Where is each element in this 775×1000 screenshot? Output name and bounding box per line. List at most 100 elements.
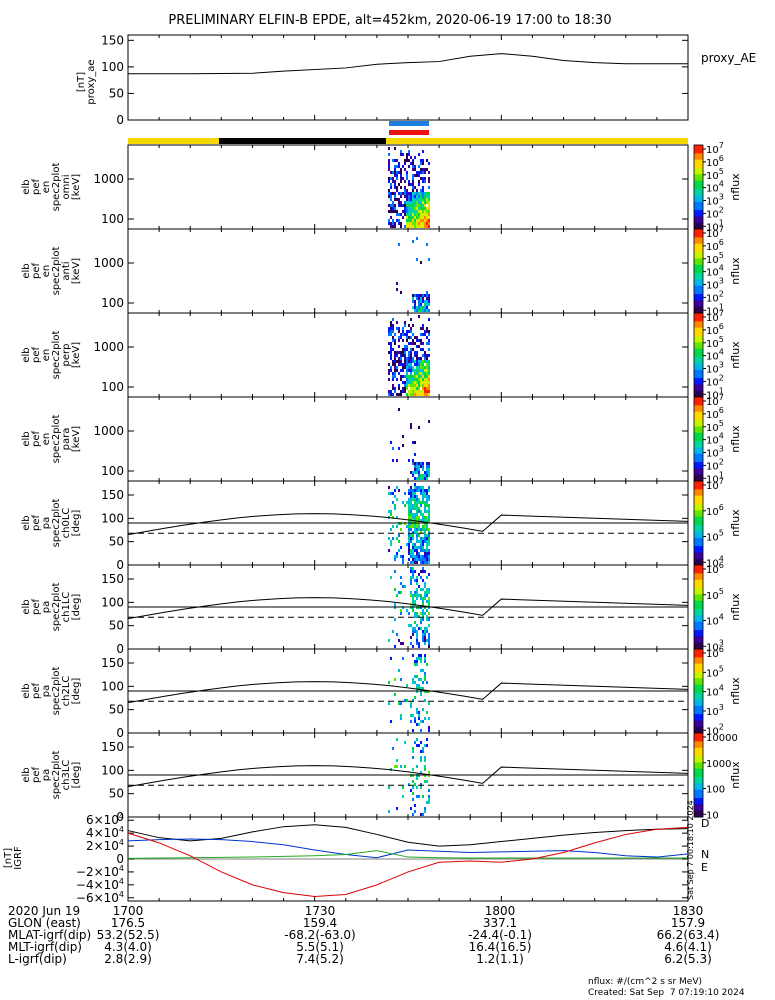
igrf-ylabel-line: IGRF xyxy=(13,846,24,870)
spec-panel-3-cell xyxy=(388,369,390,372)
spec-panel-2-cell xyxy=(412,294,414,297)
spec-panel-7-cell xyxy=(420,669,422,672)
spec-panel-3-cell xyxy=(424,369,426,372)
spec-panel-1-cell xyxy=(428,225,430,228)
spec-panel-6-cell xyxy=(424,630,426,633)
spec-panel-4-cbar-cell xyxy=(694,415,703,419)
spec-panel-6-cell xyxy=(422,567,424,570)
spec-panel-4-cell xyxy=(398,447,400,450)
spec-panel-3-cell xyxy=(392,375,394,378)
spec-panel-4-cell xyxy=(414,471,416,474)
spec-panel-4-cell xyxy=(422,462,424,465)
spec-panel-3-cell xyxy=(394,366,396,369)
spec-panel-1-cell xyxy=(422,198,424,201)
spec-panel-3-cbar-cell xyxy=(694,390,703,394)
spec-panel-2-ylabel-line: pef xyxy=(31,263,42,280)
spec-panel-6-cell xyxy=(426,591,428,594)
spec-panel-1-cell xyxy=(398,222,400,225)
spec-panel-3-cell xyxy=(418,381,420,384)
spec-panel-8-cbar-cell xyxy=(694,777,703,780)
spec-panel-1-cell xyxy=(422,186,424,189)
spec-panel-1-cell xyxy=(412,159,414,162)
spec-panel-8-cell xyxy=(404,741,406,744)
spec-panel-4-cell xyxy=(424,474,426,477)
spec-panel-3-cell xyxy=(408,381,410,384)
spec-panel-2-cell xyxy=(428,258,430,261)
spec-panel-2-cell xyxy=(416,237,418,240)
spec-panel-3-cell xyxy=(422,333,424,336)
spec-panel-5-cell xyxy=(416,534,418,537)
spec-panel-7-cell xyxy=(414,717,416,720)
spec-panel-3-cell xyxy=(396,360,398,363)
spec-panel-5-cell xyxy=(410,537,412,540)
spec-panel-2-cbar-cell xyxy=(694,260,703,264)
spec-panel-3-cell xyxy=(426,336,428,339)
spec-panel-6-cell xyxy=(424,585,426,588)
spec-panel-3-cell xyxy=(420,366,422,369)
spec-panel-3-cell xyxy=(392,318,394,321)
spec-panel-3-cbar-cell xyxy=(694,331,703,335)
spec-panel-3-cbar-title-text: nflux xyxy=(729,341,742,369)
spec-panel-7-cell xyxy=(388,681,390,684)
spec-panel-5-cell xyxy=(408,528,410,531)
spec-panel-1-cbar-cell xyxy=(694,178,703,182)
spec-panel-1-cell xyxy=(428,195,430,198)
spec-panel-3-cell xyxy=(416,360,418,363)
spec-panel-3-cell xyxy=(394,369,396,372)
spec-panel-1-cell xyxy=(418,195,420,198)
spec-panel-5-cell xyxy=(416,540,418,543)
spec-panel-3-cell xyxy=(420,348,422,351)
spec-panel-1-cell xyxy=(394,168,396,171)
spec-panel-1-cell xyxy=(418,207,420,210)
spec-panel-1-cbar-cell xyxy=(694,149,703,152)
spec-panel-1-cell xyxy=(404,201,406,204)
spec-panel-3-cbar-cell xyxy=(694,327,703,331)
spec-panel-7-cell xyxy=(400,714,402,717)
spec-panel-4-cell xyxy=(428,468,430,471)
spec-panel-5-cbar-cell xyxy=(694,523,703,526)
spec-panel-5-cell xyxy=(424,516,426,519)
spec-panel-7-cell xyxy=(424,660,426,663)
spec-panel-3-cell xyxy=(406,345,408,348)
spec-panel-5-cell xyxy=(426,561,428,564)
spec-panel-1-cell xyxy=(410,210,412,213)
spec-panel-2-frame xyxy=(127,228,689,314)
spec-panel-3-cell xyxy=(410,360,412,363)
spec-panel-8-cbar-cell xyxy=(694,812,703,816)
spec-panel-3-cell xyxy=(410,354,412,357)
spec-panel-1-cell xyxy=(414,174,416,177)
spec-panel-3-cell xyxy=(408,384,410,387)
spec-panel-4-cell xyxy=(420,462,422,465)
spec-panel-1-cell xyxy=(408,225,410,228)
spec-panel-3-cell xyxy=(406,360,408,363)
spec-panel-1-cell xyxy=(388,192,390,195)
spec-panel-8-cell xyxy=(388,810,390,813)
spec-panel-8-cbar-cell xyxy=(694,754,703,757)
spec-panel-6-cell xyxy=(424,597,426,600)
spec-panel-6-cell xyxy=(414,594,416,597)
spec-panel-1-cell xyxy=(398,165,400,168)
spec-panel-5-cell xyxy=(416,531,418,534)
spec-panel-4-cbar-cell xyxy=(694,464,703,467)
spec-panel-3-cbar-cell xyxy=(694,325,703,329)
spec-panel-3-cell xyxy=(404,351,406,354)
spec-panel-1-cell xyxy=(404,204,406,207)
spec-panel-7-cbar-cell xyxy=(694,693,703,696)
spec-panel-5-cbar-cell xyxy=(694,518,703,522)
spec-panel-5-cell xyxy=(422,486,424,489)
eclipse-bar xyxy=(219,138,386,144)
spec-panel-4-cell xyxy=(428,474,430,477)
spec-panel-1-cell xyxy=(400,150,402,153)
spec-panel-1-cell xyxy=(424,192,426,195)
spec-panel-3-cell xyxy=(388,390,390,393)
spec-panel-1-cbar-title-text: nflux xyxy=(729,173,742,201)
spec-panel-8-cell xyxy=(424,807,426,810)
spec-panel-8-cell xyxy=(424,765,426,768)
spec-panel-3-cell xyxy=(392,372,394,375)
spec-panel-7-cell xyxy=(428,702,430,705)
spec-panel-2-cell xyxy=(428,297,430,300)
spec-panel-3-cell xyxy=(404,366,406,369)
spec-panel-1-cell xyxy=(406,195,408,198)
spec-panel-7-ytick-label: 50 xyxy=(109,703,124,717)
